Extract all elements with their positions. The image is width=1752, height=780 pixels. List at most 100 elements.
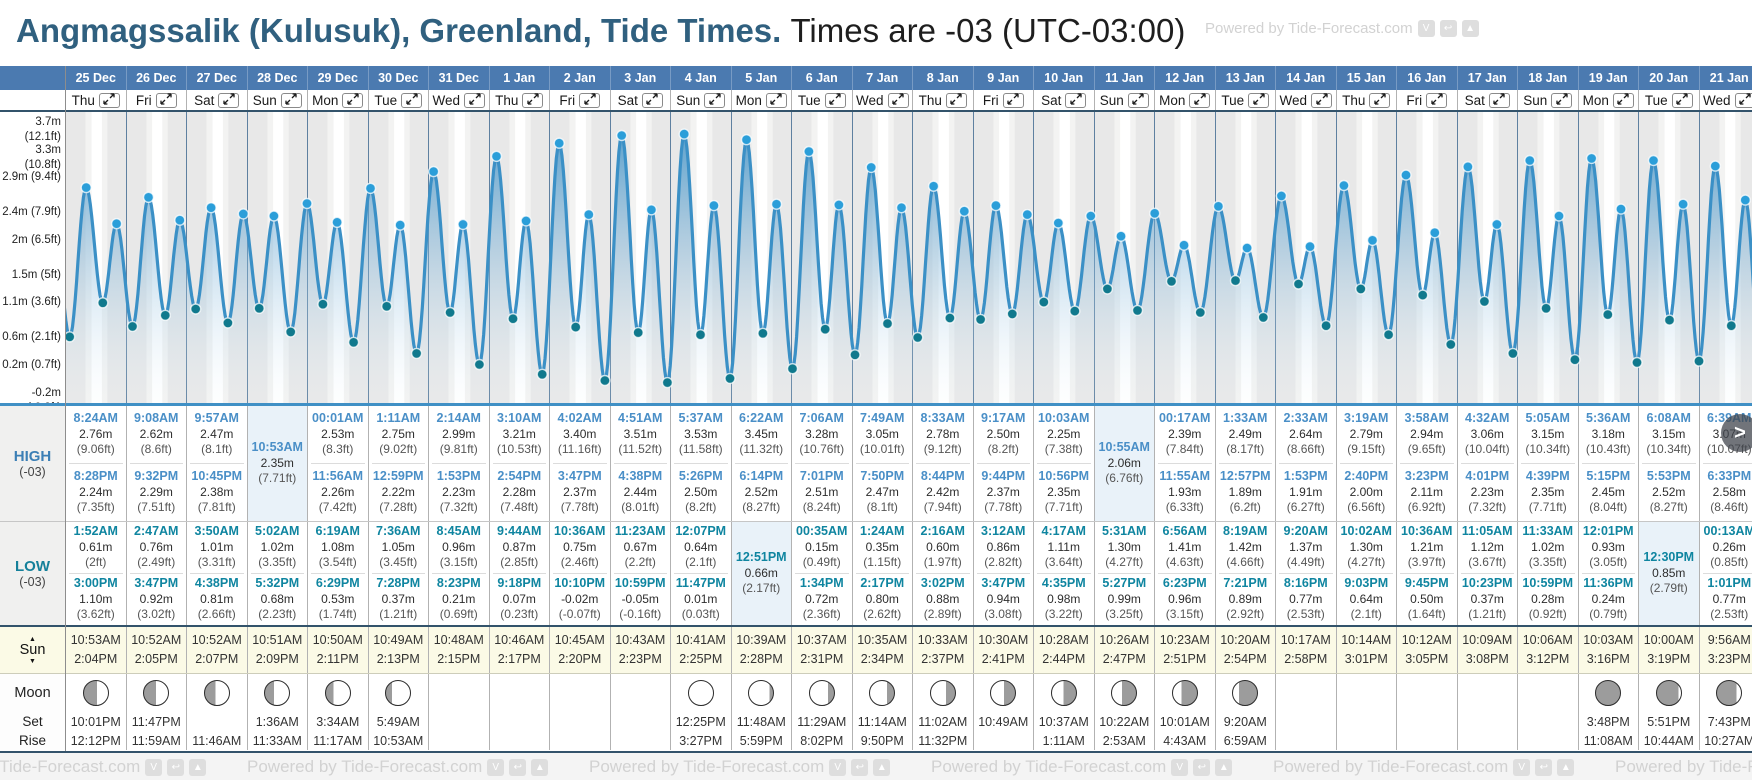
- expand-day-icon: [829, 92, 841, 108]
- high-tide-point: [1739, 194, 1752, 206]
- high-tide-cell: 7:06AM 3.28m (10.76ft) 7:01PM 2.51m (8.24ft): [791, 406, 852, 521]
- low-tide-time: 9:20AM: [1283, 524, 1328, 539]
- expand-day-button[interactable]: [704, 92, 726, 108]
- tide-entry: 12:57PM 1.89m (6.2ft): [1216, 464, 1276, 521]
- moonrise-time: [1335, 731, 1397, 750]
- expand-day-button[interactable]: [1127, 92, 1149, 108]
- tide-height-m: 0.87m: [502, 539, 536, 554]
- moon-phase-icon: [1232, 680, 1259, 706]
- expand-day-button[interactable]: [1189, 92, 1211, 108]
- tide-height-m: 0.68m: [260, 591, 294, 606]
- tide-entry: 6:14PM 2.52m (8.27ft): [732, 464, 792, 521]
- sunset-time: 2:20PM: [558, 652, 602, 666]
- low-tide-point: [65, 331, 76, 343]
- expand-day-button[interactable]: [641, 92, 663, 108]
- tide-height-m: 1.02m: [260, 539, 294, 554]
- expand-day-button[interactable]: [765, 92, 787, 108]
- expand-day-button[interactable]: [945, 92, 967, 108]
- low-tide-time: 9:45PM: [1404, 576, 1449, 591]
- expand-day-button[interactable]: [218, 92, 240, 108]
- expand-day-button[interactable]: [522, 92, 544, 108]
- tide-entry-divider: [1339, 573, 1393, 574]
- expand-day-button[interactable]: [1671, 92, 1693, 108]
- divider: [0, 625, 1752, 627]
- low-tide-point: [189, 303, 202, 315]
- chevron-right-icon: >: [1734, 421, 1746, 444]
- tide-entry: 7:50PM 2.47m (8.1ft): [853, 464, 913, 521]
- sunrise-time: 10:49AM: [373, 633, 424, 647]
- tide-height-ft: (0.49ft): [802, 555, 841, 570]
- sunrise-time: 10:41AM: [675, 633, 726, 647]
- sun-times-cell: 10:45AM 2:20PM: [549, 627, 610, 673]
- expand-day-button[interactable]: [1612, 92, 1634, 108]
- weekday-cell: Wed: [1698, 90, 1752, 110]
- expand-day-button[interactable]: [1369, 92, 1391, 108]
- expand-day-button[interactable]: [464, 92, 485, 108]
- low-tide-time: 10:36AM: [1401, 524, 1453, 539]
- high-tide-time: 3:19AM: [1344, 411, 1389, 426]
- tide-entry: 3:47PM 0.94m (3.08ft): [974, 574, 1034, 625]
- moonrise-time: [428, 731, 489, 750]
- expand-day-button[interactable]: [1065, 92, 1087, 108]
- low-tide-cell: 6:56AM 1.41m (4.63ft) 6:23PM 0.96m (3.15ft): [1154, 522, 1215, 625]
- date-header-row: 25 Dec 26 Dec 27 Dec 28 Dec 29 Dec 30 Dec 31 D…: [0, 66, 1752, 90]
- high-tide-cell: 3:10AM 3.21m (10.53ft) 2:54PM 2.28m (7.48ft): [488, 406, 550, 521]
- expand-day-button[interactable]: [1248, 92, 1270, 108]
- tide-entry-divider: [1279, 463, 1333, 464]
- low-tide-point: [317, 298, 329, 310]
- high-tide-time: 9:17AM: [981, 411, 1026, 426]
- tide-curve-line: [65, 132, 1752, 385]
- moonrise-time: 3:27PM: [670, 731, 731, 750]
- low-tide-time: 7:21PM: [1223, 576, 1268, 591]
- high-tide-point: [1366, 234, 1379, 247]
- moonset-row: 10:01PM 11:47PM 1:36AM 3:34AM 5:49AM 12:25PM 1…: [0, 712, 1752, 731]
- tide-height-ft: (6.56ft): [1347, 500, 1386, 515]
- expand-day-button[interactable]: [98, 92, 120, 108]
- high-tide-point: [927, 180, 940, 192]
- tide-entry-divider: [855, 573, 909, 574]
- next-days-button[interactable]: >: [1721, 414, 1752, 452]
- high-label-text: HIGH: [13, 448, 52, 465]
- expand-day-button[interactable]: [1488, 92, 1510, 108]
- low-tide-cell: 10:36AM 1.21m (3.97ft) 9:45PM 0.50m (1.64ft): [1396, 522, 1457, 625]
- tide-height-m: 2.25m: [1047, 426, 1081, 441]
- expand-day-button[interactable]: [280, 92, 302, 108]
- expand-day-button[interactable]: [579, 92, 601, 108]
- expand-day-button[interactable]: [401, 92, 423, 108]
- expand-day-button[interactable]: [1311, 92, 1332, 108]
- expand-day-button[interactable]: [1426, 92, 1448, 108]
- moonset-label: Set: [0, 712, 65, 731]
- expand-day-button[interactable]: [342, 92, 364, 108]
- date-cell: 12 Jan: [1154, 66, 1215, 90]
- tide-height-m: 0.50m: [1410, 591, 1444, 606]
- expand-day-button[interactable]: [887, 92, 909, 108]
- high-tide-point: [553, 137, 565, 149]
- high-tide-time: 7:06AM: [799, 411, 844, 426]
- day-separator-line: [670, 112, 671, 403]
- high-tide-point: [740, 134, 753, 146]
- expand-day-button[interactable]: [1551, 92, 1573, 108]
- tide-height-ft: (9.12ft): [923, 442, 962, 457]
- expand-day-button[interactable]: [824, 92, 846, 108]
- moonrise-time: 11:17AM: [307, 731, 368, 750]
- tide-entry: 8:24AM 2.76m (9.06ft): [66, 406, 126, 463]
- expand-day-button[interactable]: [1734, 92, 1752, 108]
- low-tide-time: 00:13AM: [1703, 524, 1752, 539]
- tide-entry-divider: [1279, 573, 1333, 574]
- tide-entry-divider: [129, 573, 183, 574]
- moonset-time: 10:01AM: [1154, 712, 1215, 731]
- expand-day-button[interactable]: [1002, 92, 1024, 108]
- high-tide-time: 8:24AM: [73, 411, 118, 426]
- expand-day-button[interactable]: [155, 92, 177, 108]
- tide-height-m: 0.15m: [805, 539, 839, 554]
- y-axis-tick-label: 1.1m (3.6ft): [2, 296, 61, 309]
- tide-entry: 1:53PM 2.23m (7.32ft): [429, 464, 489, 521]
- tide-height-ft: (7.32ft): [1468, 500, 1507, 515]
- low-tide-time: 3:12AM: [981, 524, 1026, 539]
- low-tide-point: [1445, 338, 1457, 351]
- tide-height-m: 0.35m: [865, 539, 899, 554]
- low-tide-time: 8:19AM: [1223, 524, 1268, 539]
- tide-entry-divider: [1037, 573, 1091, 574]
- tide-entry: 2:16AM 0.60m (1.97ft): [913, 522, 973, 573]
- low-tide-point: [1693, 355, 1705, 367]
